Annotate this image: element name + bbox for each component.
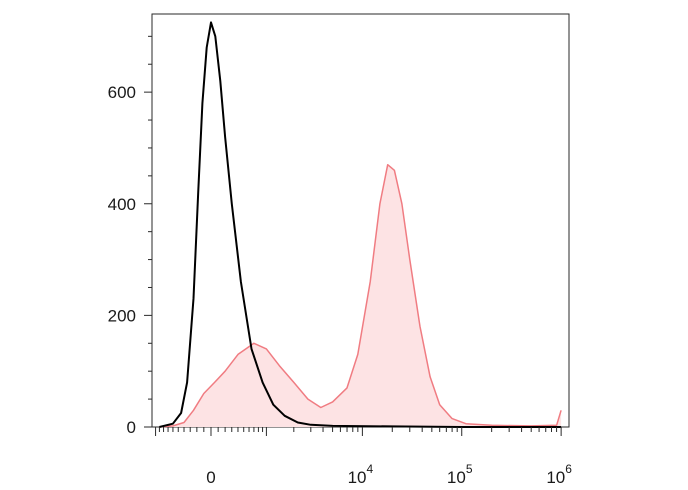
series-layer <box>159 21 562 428</box>
series-1-line <box>159 163 562 428</box>
y-tick-label: 0 <box>127 418 136 437</box>
y-tick-label: 600 <box>108 83 136 102</box>
y-axis: 0 200 400 600 <box>108 35 152 437</box>
x-tick-label: 0 <box>206 468 215 487</box>
x-axis: 0 104 105 106 <box>155 427 572 487</box>
y-tick-label: 400 <box>108 195 136 214</box>
x-tick-label: 104 <box>348 462 374 487</box>
x-tick-label: 105 <box>447 462 473 487</box>
y-tick-label: 200 <box>108 306 136 325</box>
x-tick-label: 106 <box>546 462 572 487</box>
series-0-line <box>159 21 562 428</box>
series-1-area <box>159 164 562 427</box>
